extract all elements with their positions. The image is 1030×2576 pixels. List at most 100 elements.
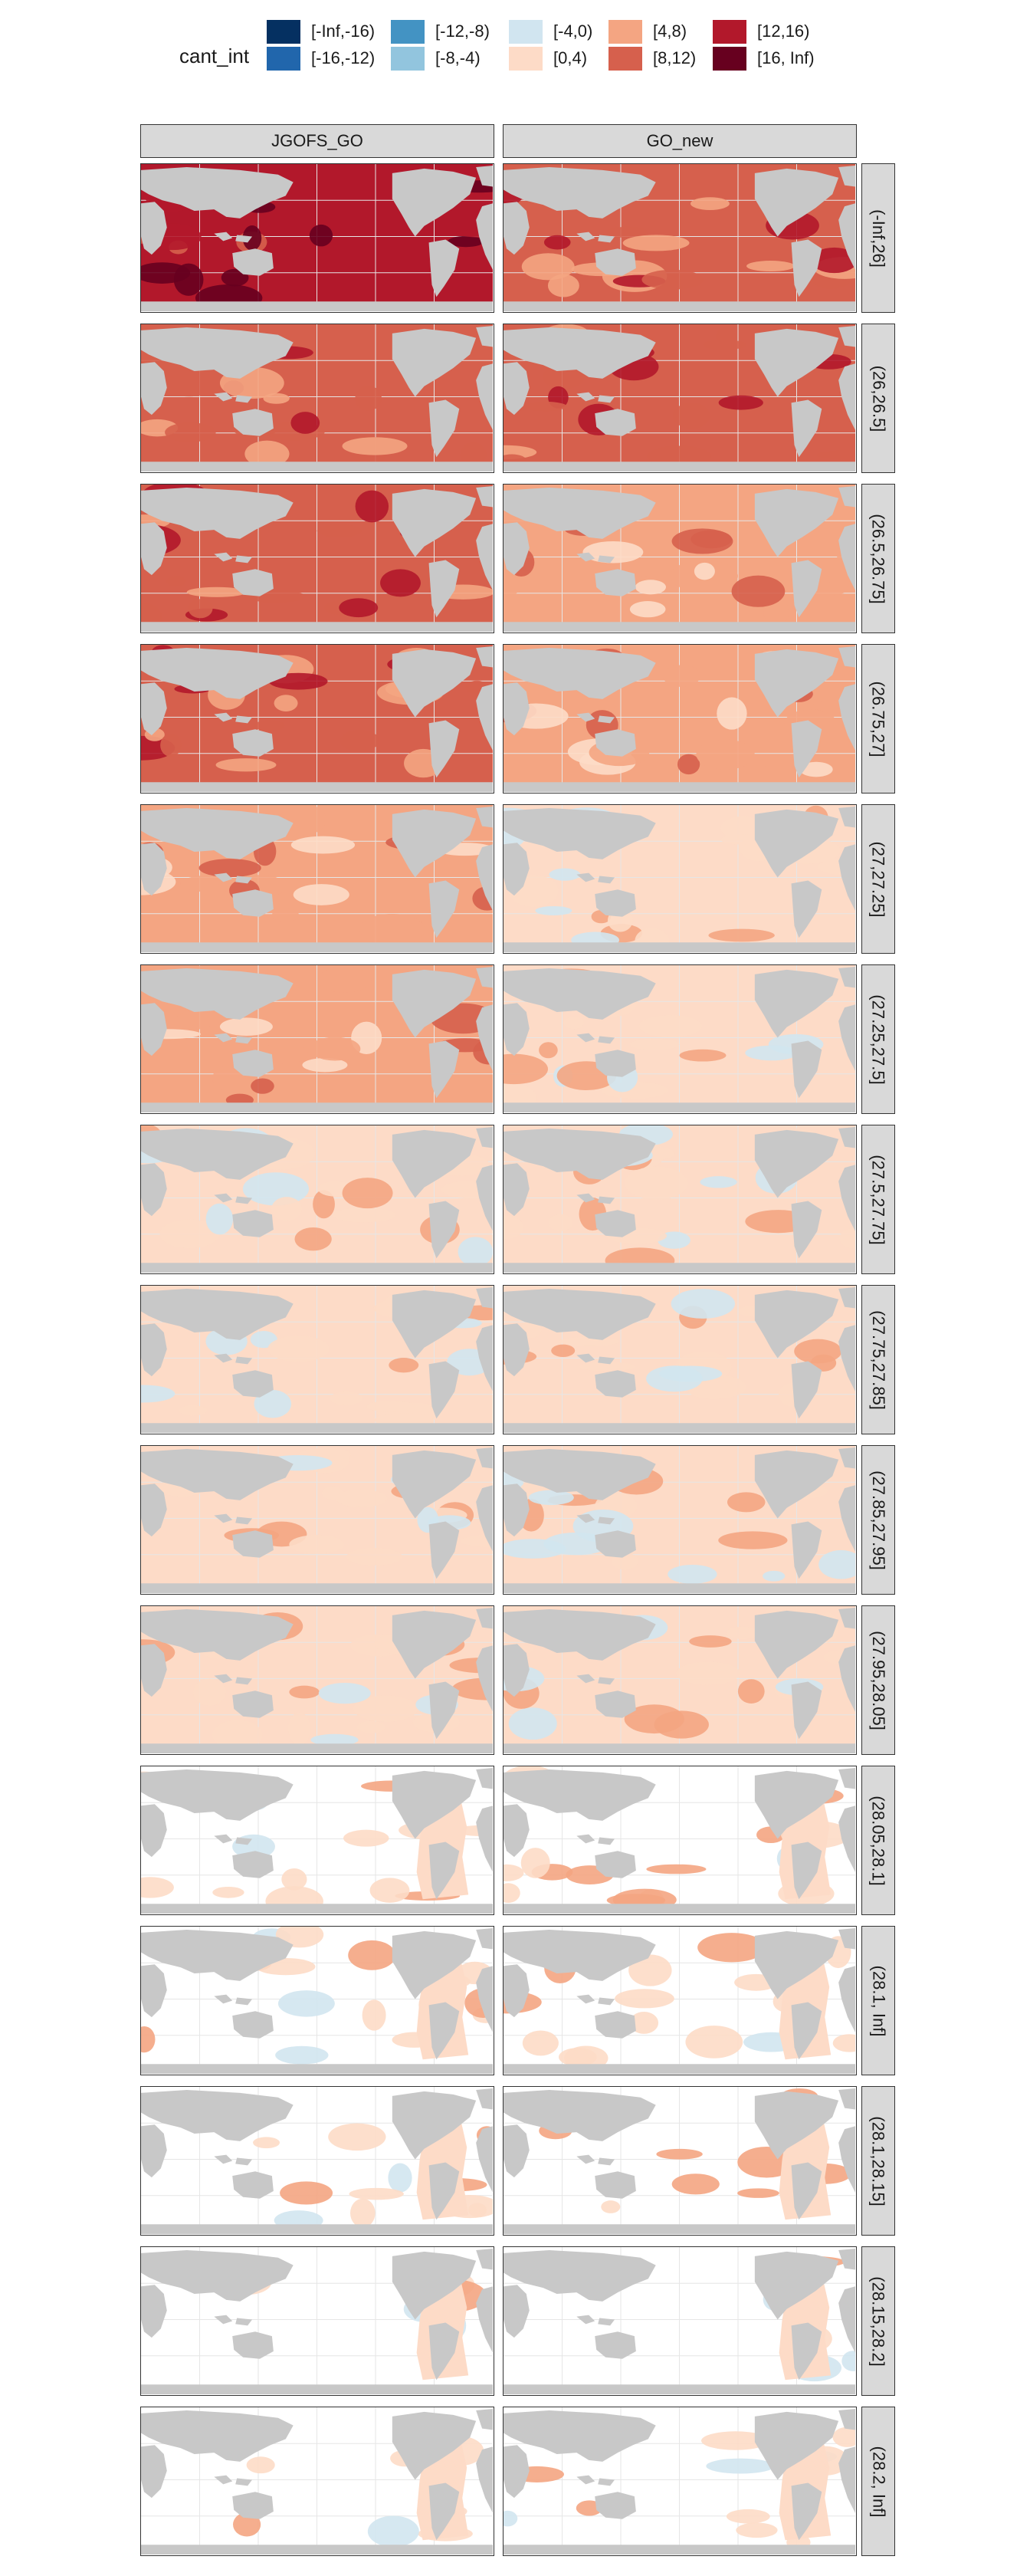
legend-swatch [509,20,543,44]
map-panel [503,1766,857,1915]
land-mass [476,1004,493,1071]
value-patch [348,1940,396,1970]
value-patch [679,1049,727,1062]
land-mass [476,2446,493,2513]
land-mass [598,1356,615,1365]
value-patch [504,2510,518,2527]
value-patch [212,1066,244,1091]
value-patch [461,1534,493,1548]
map-panel [503,484,857,633]
value-patch [548,1214,573,1231]
value-patch [746,261,795,272]
land-mass [504,1128,656,1180]
legend-label: [8,12) [653,48,697,67]
value-patch [549,868,581,881]
world-map [504,1446,855,1593]
world-map [141,485,493,632]
value-patch [388,2163,412,2193]
map-panel [503,2086,857,2236]
map-panel [140,1926,494,2075]
facet-row-label: (27.75,27.85] [869,1309,889,1410]
value-patch [646,1864,707,1875]
value-patch [317,966,372,993]
land-mass [428,2322,460,2380]
land-mass [476,844,493,911]
land-mass [392,1770,477,1839]
land-mass [838,684,855,751]
value-patch [671,528,733,554]
land-mass [214,1353,233,1363]
land-mass [791,720,822,778]
value-patch [839,1227,855,1249]
land-mass [141,1804,167,1858]
land-mass [838,1645,855,1712]
land-mass [504,1484,530,1537]
world-map [141,1125,493,1273]
map-panel [503,1445,857,1595]
value-patch [277,1990,335,2017]
land-mass [595,729,636,757]
land-mass [476,1165,493,1231]
facet-row-strip: (28.15,28.2] [861,2246,895,2396]
legend-label: [-8,-4) [435,48,481,67]
value-patch [717,697,747,730]
land-mass [232,1370,274,1398]
land-mass [838,2286,855,2353]
land-mass [504,1583,855,1593]
value-patch [309,1037,361,1061]
world-map [504,645,855,792]
value-patch [332,1208,396,1223]
land-mass [838,806,855,828]
land-mass [428,2482,460,2541]
map-panel [503,1605,857,1755]
land-mass [428,1681,460,1740]
land-mass [141,1423,493,1433]
world-map [141,965,493,1112]
land-mass [141,968,294,1020]
land-mass [754,2251,839,2320]
value-patch [524,401,567,412]
land-mass [141,2064,493,2074]
land-mass [235,2318,253,2326]
land-mass [504,362,530,416]
value-patch [342,1178,393,1209]
land-mass [598,1677,615,1685]
land-mass [392,168,477,237]
land-mass [504,1003,530,1056]
map-panel [140,324,494,473]
facet-row-strip: (26.5,26.75] [861,484,895,633]
value-patch [630,1039,680,1050]
land-mass [232,2171,274,2199]
land-mass [504,2410,656,2462]
land-mass [214,552,233,562]
land-mass [504,647,656,699]
value-patch [708,928,775,942]
land-mass [428,2162,460,2220]
value-patch [703,340,746,350]
land-mass [214,2315,233,2325]
land-mass [754,1450,839,1519]
value-patch [504,1864,524,1881]
land-mass [214,1994,233,2004]
world-map [504,805,855,952]
land-mass [595,1851,636,1878]
land-mass [504,166,656,219]
value-patch [629,601,666,618]
land-mass [791,1361,822,1419]
legend-swatch [713,47,746,71]
world-map [504,1125,855,1273]
value-patch [668,1564,717,1584]
land-mass [141,1323,167,1377]
land-mass [791,1681,822,1740]
value-patch [628,1954,672,1986]
land-mass [791,2002,822,2060]
land-mass [754,809,839,878]
value-patch [832,2426,855,2447]
legend-label: [-16,-12) [311,48,376,67]
land-mass [476,2408,493,2430]
land-mass [504,1288,656,1340]
land-mass [504,2445,530,2499]
land-mass [595,1691,636,1718]
land-mass [141,301,493,311]
land-mass [791,560,822,618]
